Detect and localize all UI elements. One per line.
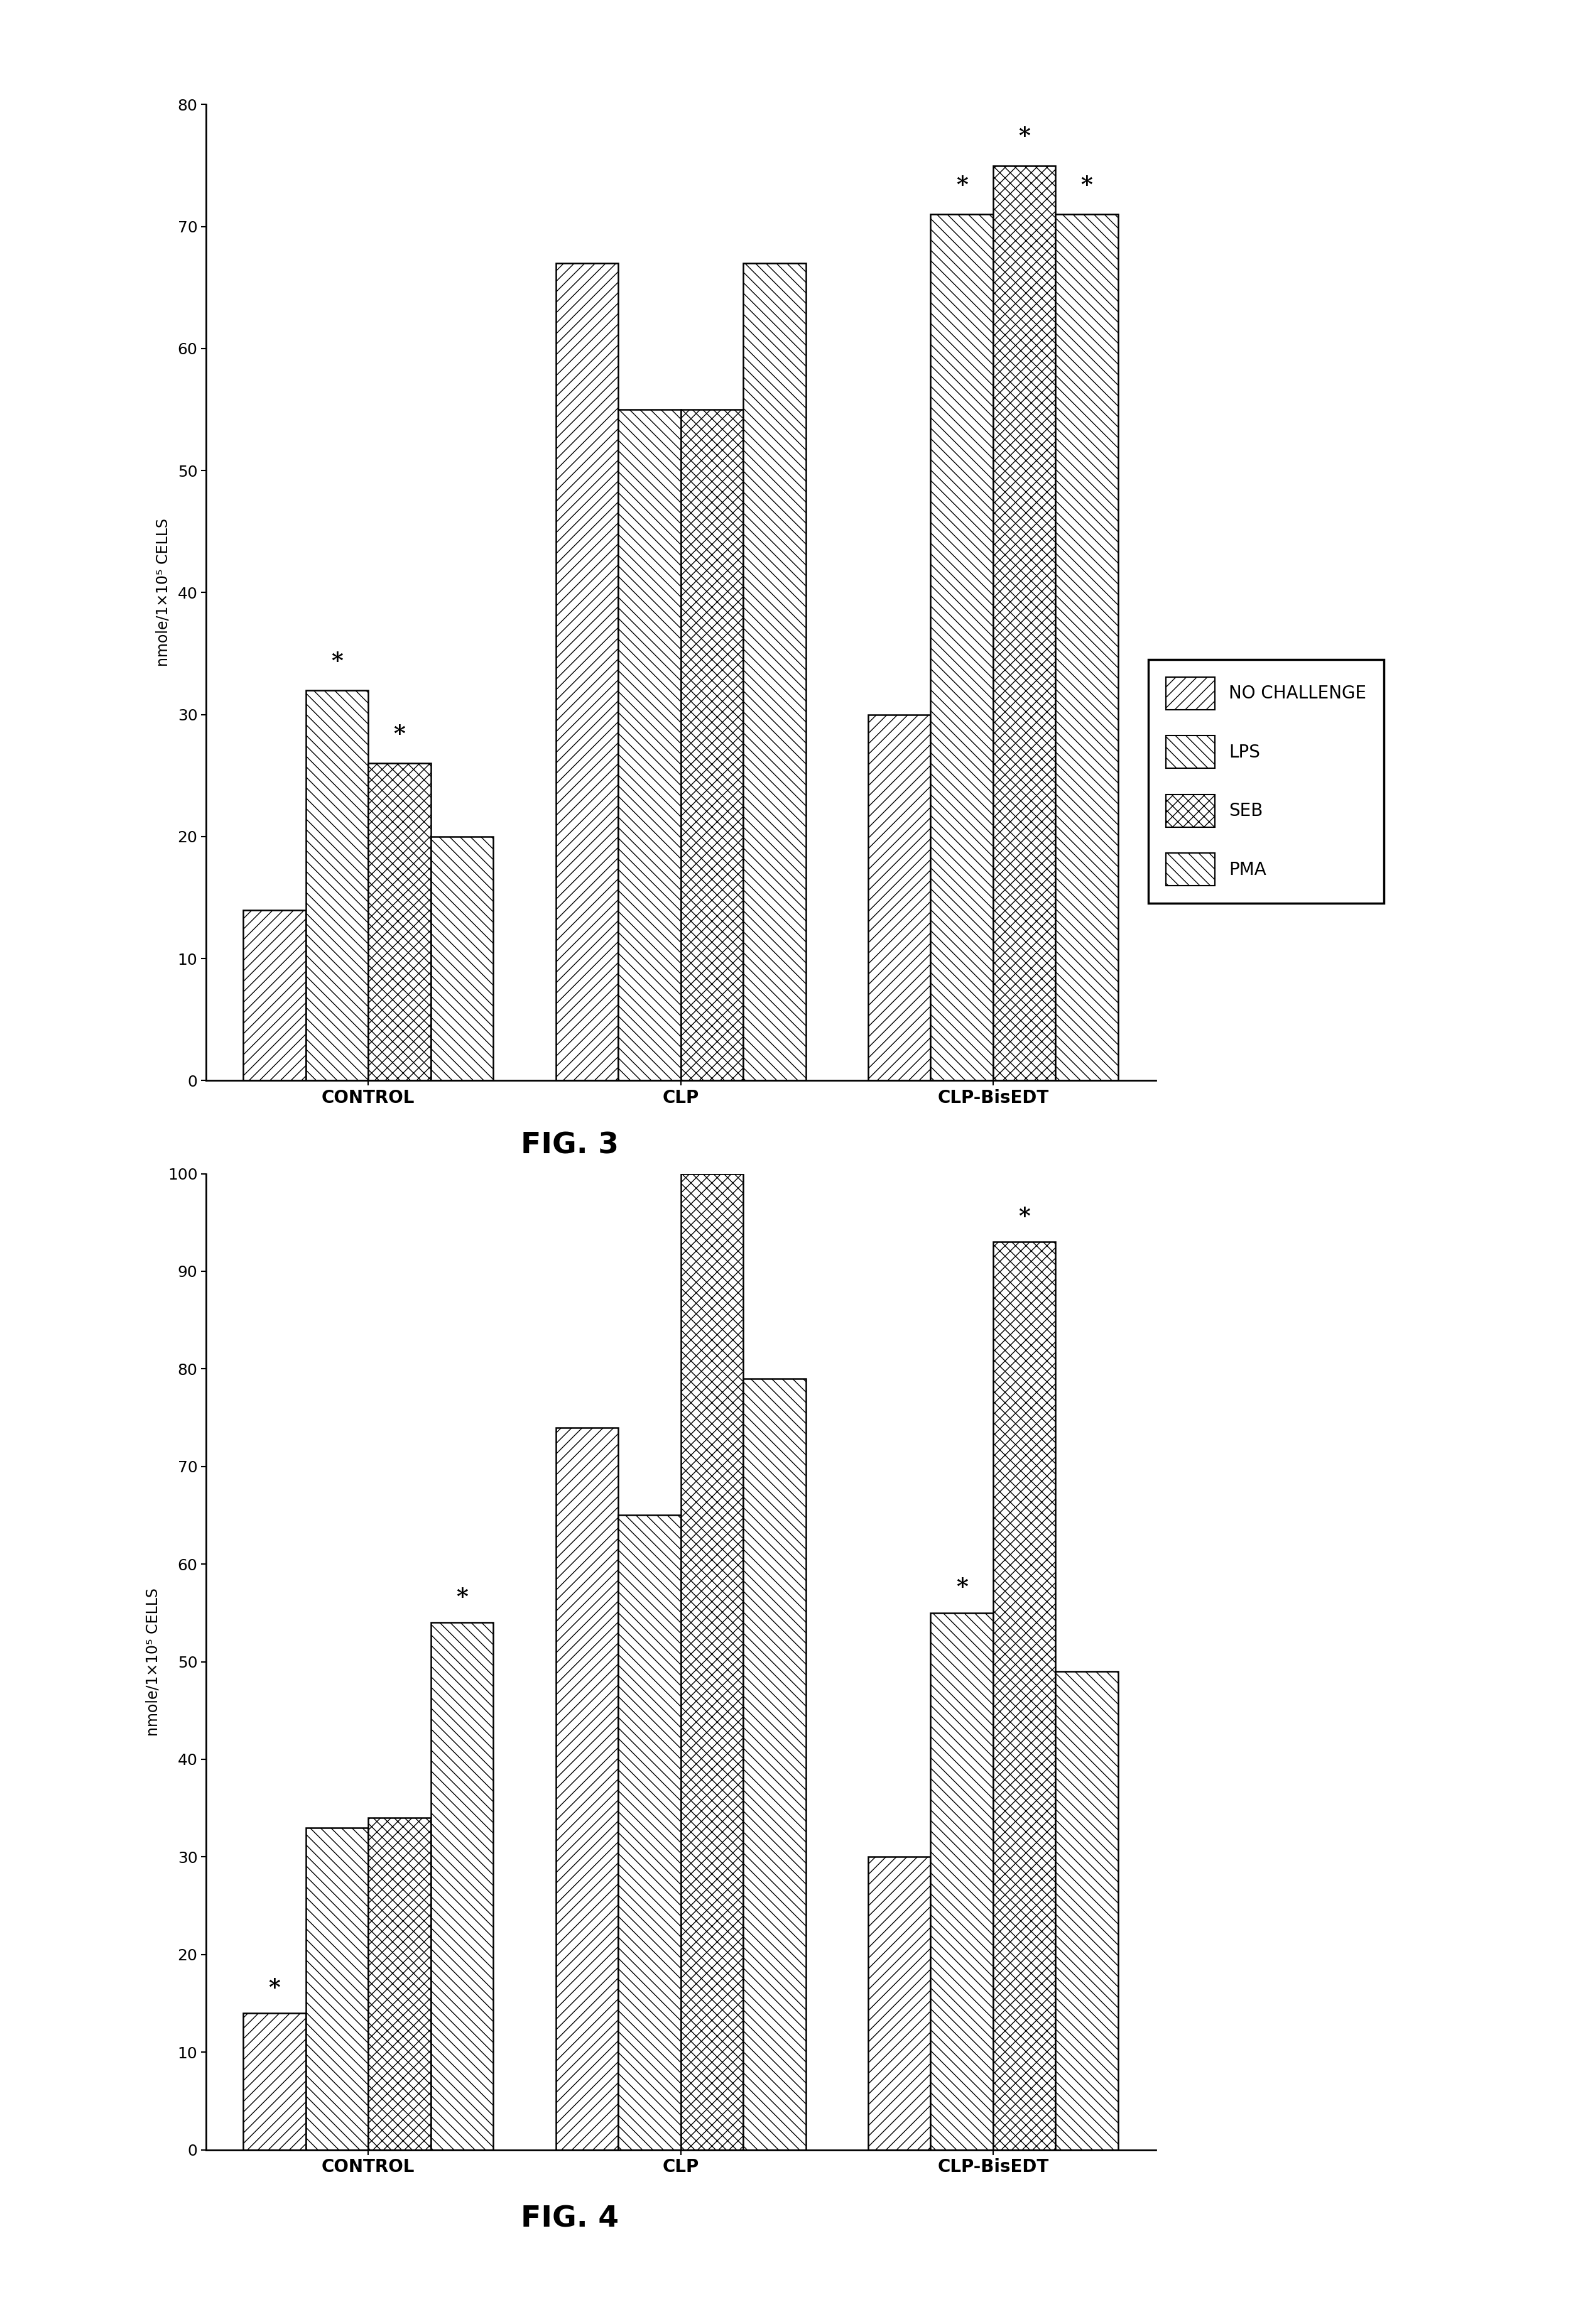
Bar — [1056, 1671, 1118, 2150]
Text: *: * — [1081, 174, 1092, 195]
Bar — [993, 165, 1056, 1081]
Text: *: * — [956, 1578, 967, 1599]
Bar — [619, 1515, 681, 2150]
Bar — [556, 1427, 619, 2150]
Y-axis label: nmole/1×10⁵ CELLS: nmole/1×10⁵ CELLS — [155, 518, 171, 667]
Bar — [369, 762, 431, 1081]
Text: *: * — [1018, 1206, 1031, 1227]
Bar — [619, 409, 681, 1081]
Bar — [867, 1857, 931, 2150]
Text: *: * — [331, 651, 344, 672]
Bar — [306, 690, 369, 1081]
Bar — [742, 263, 806, 1081]
Bar — [306, 1827, 369, 2150]
Legend: NO CHALLENGE, LPS, SEB, PMA: NO CHALLENGE, LPS, SEB, PMA — [1149, 660, 1384, 904]
Text: *: * — [394, 723, 405, 746]
Bar — [244, 909, 306, 1081]
Text: *: * — [956, 174, 967, 195]
Bar — [742, 1378, 806, 2150]
Text: FIG. 4: FIG. 4 — [521, 2205, 619, 2233]
Bar — [244, 2013, 306, 2150]
Bar — [681, 1174, 742, 2150]
Bar — [556, 263, 619, 1081]
Bar — [867, 713, 931, 1081]
Bar — [931, 1613, 993, 2150]
Text: *: * — [1018, 125, 1031, 146]
Y-axis label: nmole/1×10⁵ CELLS: nmole/1×10⁵ CELLS — [146, 1587, 160, 1736]
Text: *: * — [269, 1978, 280, 1999]
Bar — [681, 409, 742, 1081]
Bar — [369, 1817, 431, 2150]
Bar — [993, 1241, 1056, 2150]
Text: FIG. 3: FIG. 3 — [521, 1132, 619, 1160]
Bar — [431, 837, 494, 1081]
Bar — [1056, 214, 1118, 1081]
Bar — [931, 214, 993, 1081]
Text: *: * — [456, 1587, 469, 1608]
Bar — [431, 1622, 494, 2150]
